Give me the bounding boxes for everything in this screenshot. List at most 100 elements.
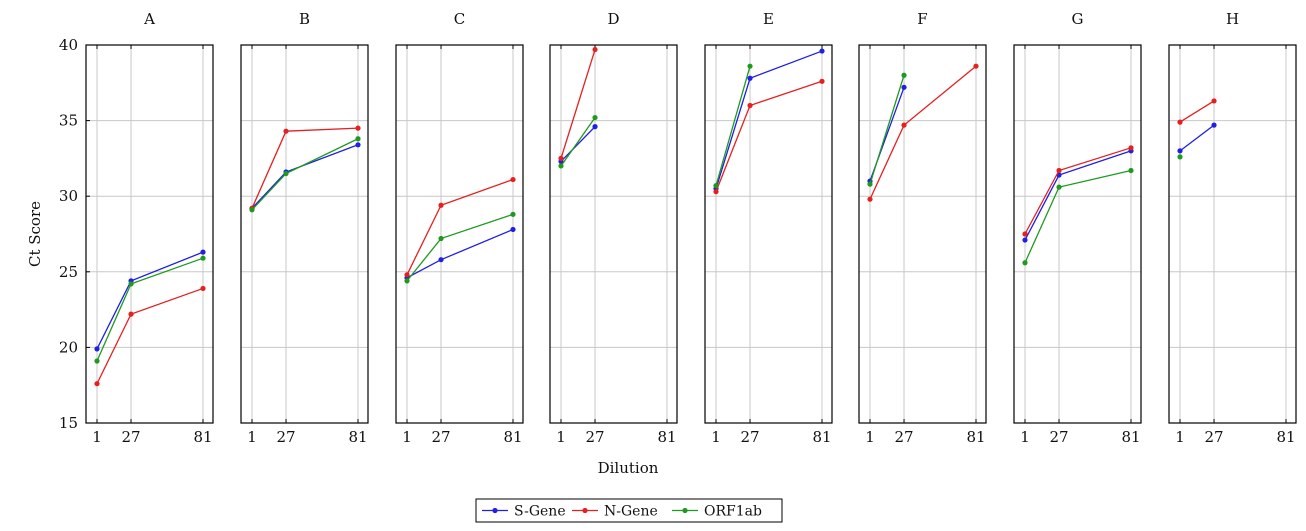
x-tick-label: 27 <box>740 428 759 446</box>
data-point-n-gene <box>128 311 134 317</box>
panel-frame <box>395 44 524 424</box>
series-line-s-gene <box>406 228 514 279</box>
data-point-orf1ab <box>592 114 598 121</box>
y-tick-label: 40 <box>59 36 78 54</box>
series-line-n-gene <box>1179 100 1215 123</box>
data-point-orf1ab <box>1128 167 1134 174</box>
series-line-n-gene <box>1024 147 1132 235</box>
series-line-s-gene <box>560 126 596 162</box>
data-point-n-gene <box>973 63 979 69</box>
legend-label: ORF1ab <box>704 504 762 520</box>
series-line-orf1ab <box>251 138 359 211</box>
panel-frame <box>1168 44 1297 424</box>
data-point-orf1ab <box>901 72 907 78</box>
data-point-n-gene <box>901 122 907 128</box>
data-point-orf1ab <box>1022 260 1028 266</box>
legend-label: S-Gene <box>514 504 566 520</box>
data-point-n-gene <box>404 272 410 278</box>
data-point-n-gene <box>1211 98 1217 104</box>
series-line-orf1ab <box>560 117 596 167</box>
panel-title: H <box>1226 10 1239 28</box>
panel-frame <box>1013 44 1142 424</box>
data-point-s-gene <box>592 124 598 130</box>
x-tick-label: 1 <box>1020 428 1030 446</box>
panel-frame <box>704 44 833 424</box>
y-axis-title: Ct Score <box>26 201 44 267</box>
x-axis-title: Dilution <box>598 459 659 477</box>
series-line-s-gene <box>1179 124 1215 152</box>
x-tick-label: 81 <box>193 428 212 446</box>
x-tick-label: 27 <box>1204 428 1223 446</box>
x-tick-label: 81 <box>812 428 831 446</box>
x-tick-label: 81 <box>1121 428 1140 446</box>
x-tick-label: 1 <box>1175 428 1185 446</box>
data-point-n-gene <box>867 196 873 202</box>
y-tick-label: 15 <box>59 414 78 432</box>
panel-frame <box>85 44 214 424</box>
y-tick-label: 35 <box>59 112 78 130</box>
data-point-s-gene <box>510 226 516 233</box>
x-tick-label: 27 <box>585 428 604 446</box>
panel-title: A <box>143 10 155 28</box>
data-point-s-gene <box>747 75 753 81</box>
legend-marker <box>492 507 498 514</box>
series-line-orf1ab <box>715 65 751 186</box>
data-point-n-gene <box>438 202 444 208</box>
x-tick-label: 1 <box>556 428 566 446</box>
data-point-n-gene <box>510 176 516 183</box>
x-tick-label: 81 <box>503 428 522 446</box>
data-point-n-gene <box>1056 167 1062 174</box>
data-point-n-gene <box>94 381 100 387</box>
data-point-orf1ab <box>128 281 134 287</box>
y-tick-label: 30 <box>59 187 78 205</box>
x-tick-label: 81 <box>966 428 985 446</box>
legend-label: N-Gene <box>604 504 658 520</box>
series-line-s-gene <box>251 144 359 209</box>
y-tick-label: 25 <box>59 263 78 281</box>
data-point-n-gene <box>200 285 206 292</box>
data-point-orf1ab <box>747 63 753 69</box>
data-point-orf1ab <box>1056 184 1062 190</box>
panel-title: B <box>299 10 310 28</box>
series-line-s-gene <box>96 251 204 350</box>
data-point-s-gene <box>438 257 444 263</box>
x-tick-label: 27 <box>276 428 295 446</box>
series-line-s-gene <box>715 50 823 189</box>
panel-title: E <box>763 10 774 28</box>
data-point-orf1ab <box>94 358 100 364</box>
data-point-n-gene <box>1177 119 1183 125</box>
data-point-n-gene <box>713 189 719 195</box>
panel-frame <box>240 44 369 424</box>
x-tick-label: 27 <box>431 428 450 446</box>
data-point-s-gene <box>200 249 206 255</box>
data-point-orf1ab <box>200 255 206 261</box>
data-point-s-gene <box>819 48 825 54</box>
data-point-orf1ab <box>1177 154 1183 160</box>
data-point-s-gene <box>1177 148 1183 154</box>
x-tick-label: 27 <box>894 428 913 446</box>
data-point-n-gene <box>747 102 753 109</box>
data-point-n-gene <box>355 125 361 131</box>
data-point-orf1ab <box>558 163 564 169</box>
x-tick-label: 81 <box>657 428 676 446</box>
x-tick-label: 27 <box>121 428 140 446</box>
x-tick-label: 1 <box>711 428 721 446</box>
x-tick-label: 81 <box>348 428 367 446</box>
data-point-orf1ab <box>249 207 255 213</box>
data-point-orf1ab <box>510 211 516 217</box>
data-point-s-gene <box>1022 237 1028 243</box>
x-tick-label: 81 <box>1276 428 1295 446</box>
data-point-s-gene <box>94 346 100 352</box>
series-line-orf1ab <box>1024 169 1132 263</box>
data-point-n-gene <box>592 46 598 53</box>
y-tick-label: 20 <box>59 338 78 356</box>
data-point-s-gene <box>901 84 907 90</box>
legend-marker <box>682 507 688 514</box>
panel-frame <box>549 44 678 424</box>
panel-title: G <box>1072 10 1084 28</box>
data-point-orf1ab <box>355 136 361 142</box>
panel-title: C <box>454 10 465 28</box>
panel-title: D <box>607 10 619 28</box>
